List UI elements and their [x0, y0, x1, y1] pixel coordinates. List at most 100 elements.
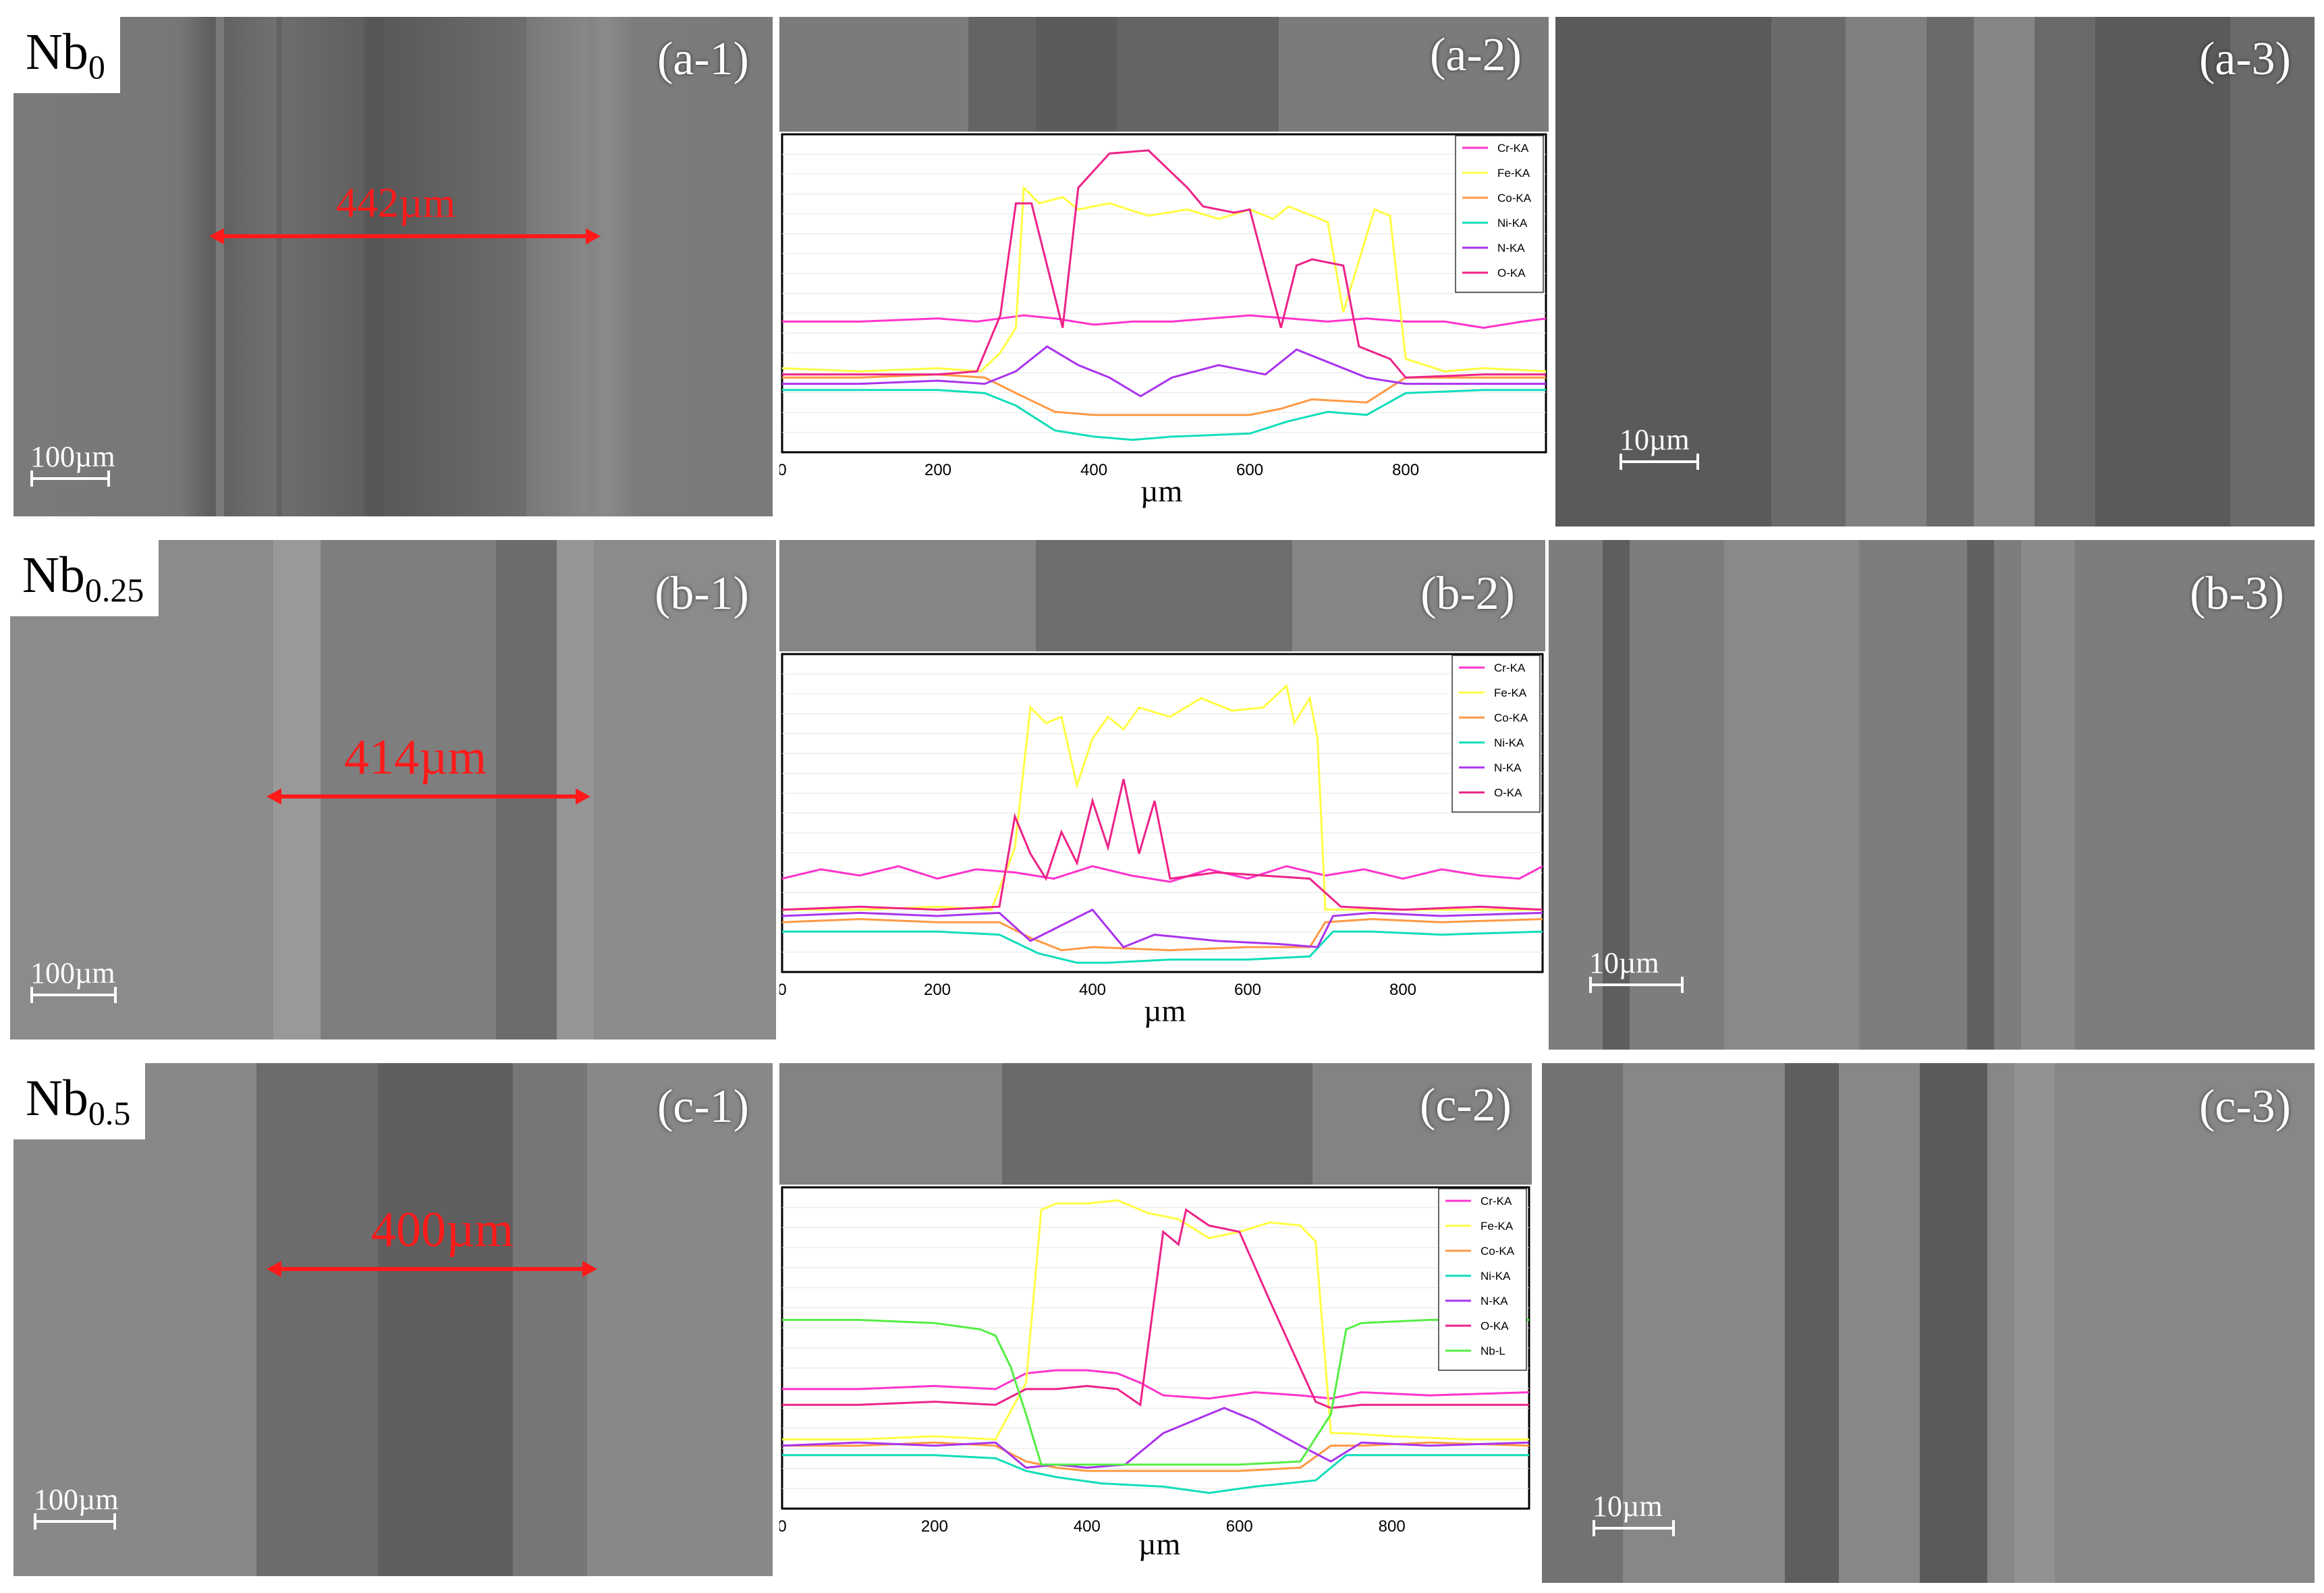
- scale-text-b3: 10µm: [1589, 946, 1659, 979]
- legend-label: Co-KA: [1497, 192, 1532, 205]
- panel-label-a2: (a-2): [1429, 29, 1522, 81]
- chart-svg-c: 0 200 400 600 800 Cr-KA Fe-KA Co-KA Ni-KA N-KA O-K…: [779, 1186, 1530, 1536]
- sem-panel-c2: (c-2): [779, 1063, 1532, 1185]
- panel-label-b2: (b-2): [1420, 568, 1515, 620]
- width-arrow-b: [267, 788, 590, 805]
- x-tick-label: 600: [1234, 981, 1261, 999]
- legend-box: [1438, 1188, 1527, 1371]
- scale-line-c3: [1593, 1520, 1675, 1536]
- scale-line-a1: [30, 470, 110, 487]
- legend-label: Nb-L: [1481, 1345, 1505, 1357]
- scale-bar-a1: 100µm: [30, 440, 115, 487]
- legend-label: O-KA: [1497, 267, 1526, 279]
- series-line-nb-l: [782, 1318, 1529, 1466]
- line-chart-b: 0 200 400 600 800 Cr-KA Fe-KA Co-KA Ni-KA N-KA O-K…: [779, 651, 1545, 1040]
- x-tick-label: 200: [924, 461, 951, 479]
- panel-label-b3: (b-3): [2190, 568, 2284, 620]
- scale-text-b1: 100µm: [30, 956, 115, 990]
- series-line-co-ka: [781, 918, 1543, 952]
- scale-bar-b1: 100µm: [30, 956, 117, 1003]
- series-line-o-ka: [781, 778, 1543, 911]
- x-tick-label: 0: [779, 461, 787, 479]
- composition-label-c: Nb0.5: [13, 1063, 146, 1139]
- wear-width-b: 414µm: [344, 730, 487, 785]
- chart-svg-a: 0 200 400 600 800 Cr-KA Fe-KA Co-KA Ni-KA N-KA O-K…: [779, 133, 1547, 479]
- x-tick-label: 400: [1074, 1517, 1101, 1536]
- scale-line-b1: [30, 987, 117, 1003]
- legend-label: N-KA: [1494, 761, 1522, 774]
- panel-label-a1: (a-1): [657, 33, 749, 85]
- chart-svg-b: 0 200 400 600 800 Cr-KA Fe-KA Co-KA Ni-KA N-KA O-K…: [779, 653, 1544, 999]
- x-tick-label: 200: [921, 1517, 948, 1536]
- sem-image-c1: [13, 1063, 773, 1576]
- x-axis-label-b: µm: [1144, 994, 1186, 1028]
- series-line-fe-ka: [781, 185, 1547, 373]
- x-tick-label: 800: [1379, 1517, 1406, 1536]
- scale-bar-c3: 10µm: [1593, 1490, 1675, 1536]
- sem-strip-b2: [779, 540, 1545, 651]
- series-line-cr-ka: [782, 1369, 1530, 1400]
- legend-label: Fe-KA: [1481, 1220, 1514, 1233]
- sem-panel-a1: Nb0 (a-1) 442µm 100µm: [13, 17, 773, 516]
- series-line-o-ka: [782, 149, 1546, 379]
- sem-image-a1: [13, 17, 773, 516]
- series-line-fe-ka: [782, 1199, 1529, 1441]
- series-line-ni-ka: [782, 389, 1546, 441]
- legend-label: Ni-KA: [1481, 1270, 1511, 1282]
- legend-label: N-KA: [1497, 242, 1525, 254]
- x-tick-label: 800: [1392, 461, 1419, 479]
- series-line-cr-ka: [781, 865, 1543, 883]
- sem-panel-a3: (a-3) 10µm: [1555, 17, 2315, 526]
- legend-label: Ni-KA: [1494, 736, 1524, 749]
- width-arrow-c: [267, 1261, 597, 1277]
- legend-label: Co-KA: [1494, 711, 1528, 724]
- sem-image-b1: [10, 540, 776, 1040]
- scale-bar-a3: 10µm: [1620, 423, 1699, 470]
- legend-label: Fe-KA: [1494, 686, 1527, 699]
- scale-line-c1: [34, 1513, 116, 1530]
- legend-label: Ni-KA: [1497, 217, 1528, 230]
- line-chart-c: 0 200 400 600 800 Cr-KA Fe-KA Co-KA Ni-KA N-KA O-K…: [779, 1185, 1532, 1576]
- sem-panel-c1: Nb0.5 (c-1) 400µm 100µm: [13, 1063, 773, 1576]
- x-axis-label-a: µm: [1140, 474, 1183, 508]
- panel-label-c3: (c-3): [2198, 1081, 2291, 1133]
- panel-label-c1: (c-1): [657, 1081, 749, 1133]
- sem-panel-b1: Nb0.25 (b-1) 414µm 100µm: [10, 540, 776, 1040]
- sem-image-a3: [1555, 17, 2315, 526]
- scale-text-c3: 10µm: [1593, 1490, 1663, 1523]
- series-line-co-ka: [782, 373, 1546, 416]
- panel-label-a3: (a-3): [2198, 33, 2291, 85]
- sem-panel-c3: (c-3) 10µm: [1542, 1063, 2315, 1583]
- sem-image-b3: [1549, 540, 2315, 1050]
- composition-label-b: Nb0.25: [10, 540, 159, 616]
- legend-label: Cr-KA: [1494, 662, 1526, 674]
- scale-line-b3: [1589, 977, 1684, 993]
- series-line-o-ka: [782, 1208, 1529, 1409]
- legend-box: [1455, 135, 1544, 293]
- sem-strip-a2: [779, 17, 1549, 132]
- sem-panel-b2: (b-2): [779, 540, 1545, 651]
- sem-strip-c2: [779, 1063, 1532, 1185]
- panel-label-b1: (b-1): [655, 568, 749, 620]
- x-axis-label-c: µm: [1138, 1527, 1181, 1561]
- series-line-cr-ka: [782, 314, 1547, 329]
- legend-label: N-KA: [1481, 1295, 1508, 1307]
- legend-label: O-KA: [1494, 786, 1522, 799]
- legend-label: Fe-KA: [1497, 167, 1530, 180]
- scale-text-c1: 100µm: [34, 1483, 119, 1516]
- series-line-n-ka: [781, 908, 1543, 948]
- panel-label-c2: (c-2): [1419, 1079, 1512, 1131]
- scale-bar-c1: 100µm: [34, 1483, 119, 1530]
- legend-label: Cr-KA: [1481, 1195, 1512, 1208]
- sem-image-c3: [1542, 1063, 2315, 1583]
- x-tick-label: 0: [779, 1517, 787, 1536]
- scale-text-a3: 10µm: [1620, 423, 1690, 456]
- series-line-n-ka: [781, 1407, 1530, 1469]
- wear-width-a: 442µm: [336, 180, 455, 226]
- scale-text-a1: 100µm: [30, 440, 115, 473]
- width-arrow-a: [209, 228, 601, 244]
- sem-panel-b3: (b-3) 10µm: [1549, 540, 2315, 1050]
- series-line-ni-ka: [782, 1454, 1529, 1494]
- x-tick-label: 600: [1226, 1517, 1253, 1536]
- x-tick-label: 800: [1389, 981, 1416, 999]
